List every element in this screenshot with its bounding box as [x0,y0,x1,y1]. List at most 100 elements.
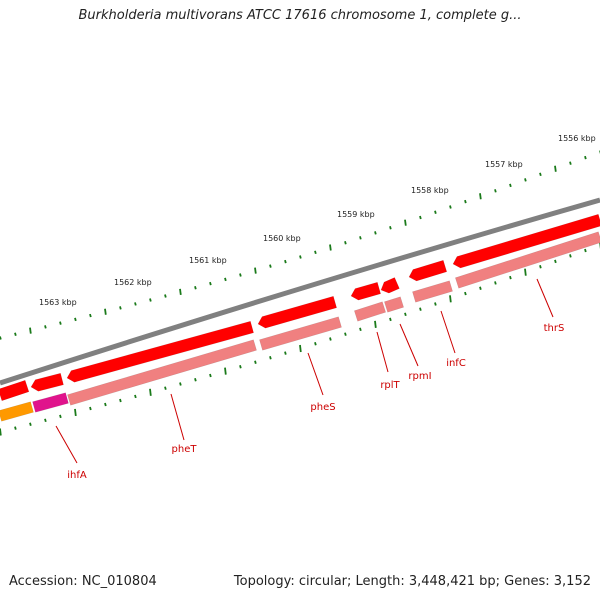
outer-minor-tick [344,240,347,245]
outer-minor-tick [74,317,77,322]
gene-leader-line [440,310,456,354]
map-title: Burkholderia multivorans ATCC 17616 chro… [78,8,522,23]
outer-minor-tick [524,178,527,182]
inner-minor-tick [404,312,407,317]
tick-label: 1559 kbp [337,210,375,219]
inner-minor-tick [104,402,107,407]
gene-label: infC [446,358,466,369]
outer-minor-tick [149,298,152,302]
gene-arrow-other [0,401,34,422]
gene-arrow-forward [350,281,381,301]
inner-minor-tick [389,317,392,322]
gene-label: ihfA [67,470,87,481]
inner-minor-tick [29,422,32,426]
outer-minor-tick [584,155,587,160]
inner-minor-tick [434,302,437,306]
gene-label: pheT [172,444,198,455]
inner-minor-tick [14,426,17,430]
inner-major-tick [374,320,377,328]
gene-arrow-forward [30,372,64,392]
gene-label: rpmI [408,371,431,382]
inner-minor-tick [164,386,167,390]
inner-minor-tick [44,418,47,423]
inner-minor-tick [89,406,92,411]
inner-minor-tick [239,364,242,369]
outer-major-tick [554,165,557,172]
inner-minor-tick [59,414,62,419]
inner-minor-tick [269,355,272,360]
outer-minor-tick [209,281,212,286]
tick-label: 1557 kbp [485,160,523,169]
outer-minor-tick [224,277,227,282]
gene-arrow-reverse [259,316,342,351]
outer-tick-ring [0,150,600,340]
outer-minor-tick [569,161,572,165]
gene-arrow-reverse [455,231,600,289]
gene-label: thrS [544,323,565,334]
gene-label: rplT [380,380,400,391]
tick-label: 1563 kbp [39,298,77,307]
inner-major-tick [524,268,527,276]
gene-leader-line [307,352,324,396]
outer-minor-tick [59,321,62,325]
gene-arrow-highlight [32,392,69,413]
inner-minor-tick [209,373,212,378]
outer-minor-tick [44,325,47,329]
outer-minor-tick [464,199,467,204]
gene-labels: ihfA pheT pheS rplT rpmI infC thrS [67,323,564,481]
gene-leader-line [55,425,78,464]
outer-minor-tick [509,183,512,188]
gene-leader-line [170,393,185,441]
outer-minor-tick [299,255,302,259]
inner-minor-tick [119,398,122,403]
inner-minor-tick [179,382,182,386]
inner-minor-tick [569,254,572,258]
tick-label: 1562 kbp [114,278,152,287]
inner-major-tick [299,344,302,353]
outer-major-tick [254,267,257,274]
outer-minor-tick [164,294,167,298]
outer-minor-tick [374,231,377,235]
outer-minor-tick [194,286,197,290]
outer-minor-tick [119,306,122,310]
tick-label: 1558 kbp [411,186,449,195]
outer-minor-tick [239,273,242,277]
outer-minor-tick [14,332,17,337]
inner-major-tick [449,295,452,303]
outer-minor-tick [539,172,542,177]
outer-minor-tick [0,336,2,340]
inner-major-tick [149,388,152,396]
outer-major-tick [329,244,332,251]
gene-leader-line [399,323,419,367]
gene-features [0,213,600,422]
outer-minor-tick [89,313,92,318]
inner-minor-tick [254,360,257,364]
outer-minor-tick [389,226,392,230]
inner-minor-tick [494,281,497,285]
inner-minor-tick [509,275,512,280]
outer-minor-tick [449,205,452,209]
gene-arrow-forward [66,320,254,383]
inner-minor-tick [284,351,287,355]
outer-major-tick [404,219,407,226]
gene-arrow-reverse [412,280,453,303]
gene-arrow-forward [452,213,600,269]
inner-minor-tick [314,342,317,346]
inner-minor-tick [584,248,587,253]
chromosome-backbone [0,197,600,386]
accession-text: Accession: NC_010804 [9,574,157,589]
outer-major-tick [29,327,32,334]
gene-label: pheS [310,402,335,413]
gene-label-leaders [55,278,554,464]
inner-minor-tick [554,259,557,264]
inner-minor-tick [479,286,482,291]
outer-major-tick [179,288,182,296]
outer-minor-tick [419,215,422,220]
gene-arrow-forward [408,259,448,282]
outer-minor-tick [494,189,497,193]
outer-minor-tick [359,236,362,240]
topology-text: Topology: circular; Length: 3,448,421 bp… [233,574,591,589]
outer-minor-tick [314,250,317,255]
gene-leader-line [536,278,554,318]
